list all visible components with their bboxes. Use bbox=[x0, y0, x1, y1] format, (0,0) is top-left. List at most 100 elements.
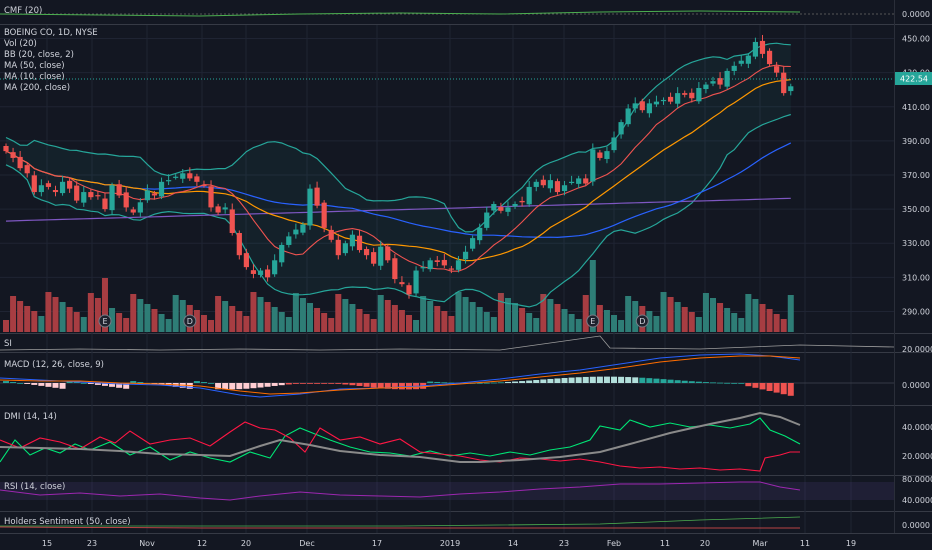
volume-bar bbox=[94, 298, 101, 332]
volume-bar bbox=[109, 308, 116, 332]
candle bbox=[547, 174, 553, 193]
candle bbox=[477, 223, 483, 245]
volume-bar bbox=[356, 309, 363, 332]
macd-histogram-bar bbox=[766, 383, 773, 391]
bollinger-lower-band bbox=[5, 113, 791, 308]
candle-body bbox=[731, 65, 737, 71]
time-axis[interactable]: 15 23 Nov 12 20 Dec 17 2019 14 23 Feb 11 20 Mar 11 19 bbox=[42, 539, 856, 548]
candle-body bbox=[81, 192, 87, 203]
candle bbox=[286, 232, 292, 248]
volume-bar bbox=[575, 319, 582, 332]
volume-bar bbox=[717, 303, 724, 332]
candle bbox=[738, 54, 744, 67]
time-axis-tick: 15 bbox=[42, 539, 52, 548]
rsi-axis-tick-40: 40.0000 bbox=[902, 496, 932, 505]
macd-histogram-bar bbox=[314, 383, 321, 384]
volume-bar bbox=[31, 311, 38, 332]
macd-histogram-bar bbox=[780, 383, 787, 395]
macd-histogram-bar bbox=[222, 383, 229, 390]
candle-body bbox=[745, 55, 751, 64]
candle-body bbox=[667, 96, 674, 102]
candle bbox=[533, 179, 539, 192]
holders-line-up bbox=[0, 516, 801, 527]
candle-body bbox=[279, 244, 285, 263]
candle bbox=[173, 174, 179, 180]
candle bbox=[31, 171, 37, 195]
candle-body bbox=[462, 251, 469, 260]
price-axis-tick: 450.00 bbox=[902, 35, 930, 44]
event-marker[interactable]: E bbox=[586, 314, 600, 328]
time-axis-tick: 17 bbox=[372, 539, 382, 548]
candle-body bbox=[321, 202, 327, 228]
time-axis-tick: 19 bbox=[846, 539, 856, 548]
candle-body bbox=[201, 184, 207, 187]
macd-histogram-bar bbox=[278, 383, 285, 386]
main-legend: BOEING CO, 1D, NYSE Vol (20) BB (20, clo… bbox=[4, 28, 98, 93]
pane-separators bbox=[0, 0, 932, 534]
candle bbox=[569, 175, 575, 185]
event-marker[interactable]: D bbox=[635, 314, 649, 328]
volume-bar bbox=[780, 319, 787, 332]
rsi-pane: RSI (14, close) 80.0000 40.0000 bbox=[0, 475, 932, 505]
macd-histogram-bar bbox=[24, 383, 31, 384]
candle bbox=[576, 175, 582, 189]
volume-bar bbox=[660, 292, 667, 332]
time-axis-tick: 12 bbox=[197, 539, 207, 548]
candle-body bbox=[625, 108, 631, 125]
macd-histogram-bar bbox=[582, 376, 589, 383]
candle bbox=[307, 184, 313, 230]
candle bbox=[328, 225, 334, 243]
candle-body bbox=[660, 99, 667, 102]
candle bbox=[250, 264, 257, 279]
candle bbox=[116, 179, 122, 199]
macd-histogram-bar bbox=[193, 381, 200, 383]
candle bbox=[293, 223, 299, 239]
candle bbox=[59, 175, 66, 196]
volume-bar bbox=[455, 292, 462, 332]
event-marker[interactable]: E bbox=[98, 314, 112, 328]
candle bbox=[201, 180, 207, 188]
event-marker[interactable]: D bbox=[183, 314, 197, 328]
macd-histogram-bar bbox=[349, 383, 356, 386]
macd-histogram-bar bbox=[773, 383, 780, 393]
macd-histogram-bar bbox=[533, 380, 540, 383]
candle-body bbox=[257, 270, 264, 275]
volume-bar bbox=[200, 315, 207, 332]
candle-body bbox=[434, 260, 440, 262]
holders-line-down bbox=[0, 526, 800, 529]
time-axis-tick: 14 bbox=[508, 539, 518, 548]
price-pane[interactable]: E D E D BOEING CO, 1D, NYSE Vol (20) BB (20… bbox=[0, 28, 932, 332]
legend-symbol: BOEING CO, 1D, NYSE bbox=[4, 28, 98, 38]
time-axis-tick: 23 bbox=[87, 539, 97, 548]
macd-histogram-bar bbox=[73, 382, 80, 383]
volume-bar bbox=[52, 297, 59, 332]
candle bbox=[123, 186, 129, 212]
volume-bar bbox=[130, 294, 137, 332]
volume-bar bbox=[554, 304, 561, 332]
macd-histogram-bar bbox=[504, 381, 511, 383]
volume-bar bbox=[66, 307, 73, 332]
volume-bar bbox=[434, 306, 441, 332]
macd-histogram-bar bbox=[299, 383, 306, 384]
volume-bar bbox=[667, 297, 674, 332]
candle bbox=[646, 99, 652, 118]
volume-bar bbox=[179, 300, 186, 332]
volume-bar bbox=[123, 318, 130, 332]
candle-body bbox=[264, 269, 271, 278]
candle bbox=[243, 248, 249, 270]
candle bbox=[95, 190, 101, 200]
macd-histogram-bar bbox=[10, 382, 17, 383]
volume-bar bbox=[391, 305, 398, 332]
macd-histogram-bar bbox=[568, 377, 575, 383]
volume-bar bbox=[349, 304, 356, 332]
macd-histogram-bar bbox=[59, 383, 66, 389]
candle bbox=[710, 76, 716, 87]
volume-bar bbox=[752, 299, 759, 332]
volume-bar bbox=[307, 303, 314, 332]
candle-body bbox=[3, 146, 9, 152]
candle bbox=[144, 184, 150, 203]
macd-histogram-bar bbox=[759, 383, 766, 390]
ma-200-line bbox=[5, 197, 791, 222]
